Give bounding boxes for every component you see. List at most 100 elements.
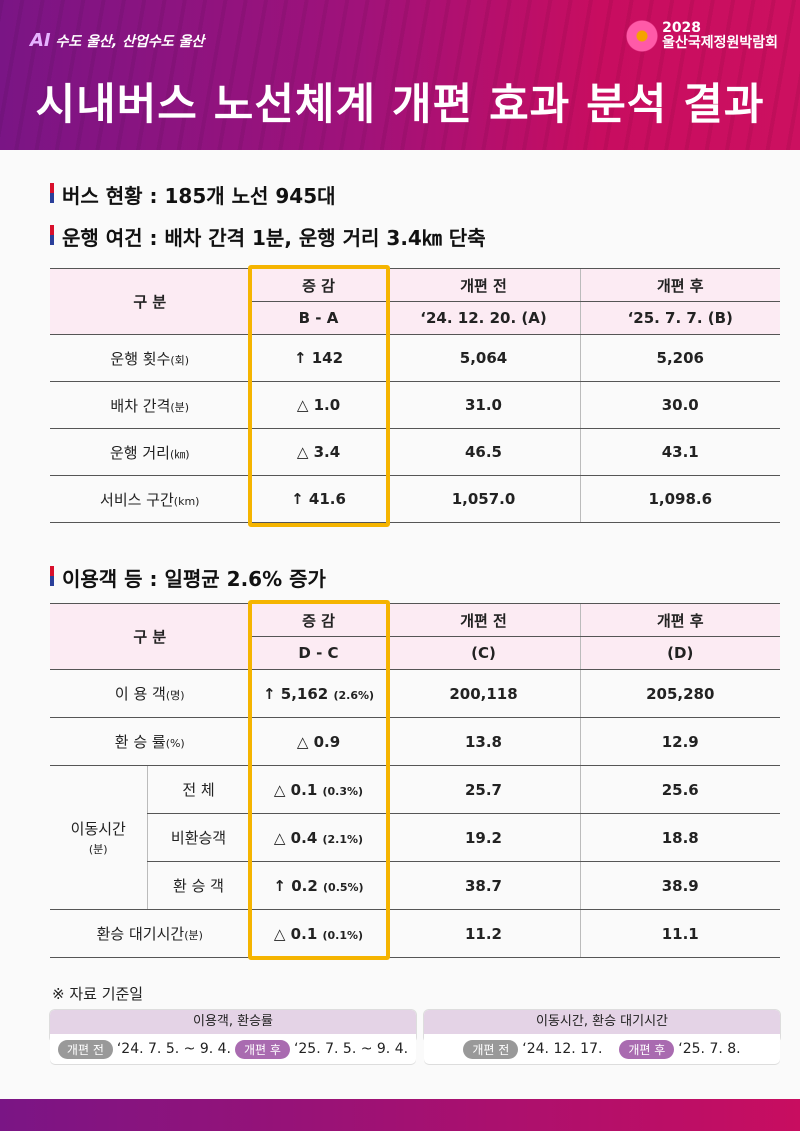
before-cell: 46.5: [386, 428, 580, 476]
table-row: 운행 횟수(회) ↑ 142 5,064 5,206: [50, 334, 780, 382]
after-cell: 43.1: [579, 428, 780, 476]
table-cell: (회): [170, 353, 190, 367]
col-after-sub: (D): [579, 636, 780, 670]
table-cell: 이 용 객(명): [50, 669, 250, 718]
table-cell: ↑ 5,162: [262, 684, 329, 703]
table-cell: 11.2: [386, 909, 580, 958]
table-cell: △ 0.1 (0.1%): [249, 909, 387, 958]
table-cell: (0.3%): [322, 784, 364, 798]
date-box-header: 이동시간, 환승 대기시간: [424, 1010, 780, 1034]
after-date: ‘25. 7. 8.: [678, 1041, 741, 1057]
before-date: ‘24. 7. 5. ~ 9. 4.: [116, 1041, 231, 1057]
date-box-header: 이용객, 환승률: [50, 1010, 416, 1034]
change-cell: ↑ 142: [249, 334, 387, 382]
change-cell: △ 1.0: [249, 381, 387, 429]
table-cell: 19.2: [386, 813, 580, 862]
table-cell: 25.7: [386, 765, 580, 814]
notes-title: ※ 자료 기준일: [52, 985, 144, 1003]
table-row: 환 승 객 ↑ 0.2 (0.5%) 38.7 38.9: [50, 861, 780, 910]
table-cell: 환 승 객: [146, 861, 250, 910]
col-before-sub: ‘24. 12. 20. (A): [386, 301, 580, 335]
col-after: 개편 후: [579, 603, 780, 637]
after-cell: 30.0: [579, 381, 780, 429]
table-cell: (분): [88, 843, 108, 856]
table-cell: 38.7: [386, 861, 580, 910]
table-cell: △ 0.4 (2.1%): [249, 813, 387, 862]
after-cell: 1,098.6: [579, 475, 780, 523]
table-cell: 환승 대기시간: [96, 925, 185, 943]
table-cell: 이동시간: [70, 820, 126, 838]
expo-name: 울산국제정원박람회: [662, 35, 778, 51]
table-cell: 배차 간격(분): [50, 381, 250, 429]
header-banner: AI 수도 울산, 산업수도 울산 2028 울산국제정원박람회 시내버스 노선체…: [0, 0, 800, 150]
before-tag: 개편 전: [57, 1039, 113, 1059]
table-row: 환 승 률(%) △ 0.9 13.8 12.9: [50, 717, 780, 766]
col-before-sub: (C): [386, 636, 580, 670]
col-before: 개편 전: [386, 603, 580, 637]
passenger-heading: 이용객 등 : 일평균 2.6% 증가: [50, 563, 326, 592]
table-cell: (km): [173, 494, 200, 508]
expo-logo: 2028 울산국제정원박람회: [626, 20, 778, 52]
col-label: 구 분: [50, 603, 250, 670]
table-cell: (명): [165, 689, 185, 702]
table-cell: (%): [165, 737, 185, 750]
table-cell: 13.8: [386, 717, 580, 766]
slogan-text: 수도 울산, 산업수도 울산: [55, 34, 205, 50]
before-date: ‘24. 12. 17.: [522, 1041, 603, 1057]
table-cell: 200,118: [386, 669, 580, 718]
flower-icon: [626, 20, 659, 52]
travel-time-group: 이동시간 (분): [50, 765, 147, 910]
table-cell: (㎞): [169, 447, 190, 461]
table-cell: 환 승 률: [114, 733, 166, 751]
table-cell: (0.1%): [322, 928, 364, 942]
table-cell: 운행 거리: [109, 443, 170, 462]
table-row: 운행 거리(㎞) △ 3.4 46.5 43.1: [50, 428, 780, 476]
table-cell: 비환승객: [146, 813, 250, 862]
table-row: 이 용 객(명) ↑ 5,162 (2.6%) 200,118 205,280: [50, 669, 780, 718]
table-cell: 18.8: [579, 813, 780, 862]
col-change-sub: B - A: [249, 301, 387, 335]
table-cell: △ 0.9: [249, 717, 387, 766]
table-cell: 205,280: [579, 669, 780, 718]
table-cell: 배차 간격: [110, 396, 171, 415]
before-cell: 1,057.0: [386, 475, 580, 523]
table-cell: △ 0.1 (0.3%): [249, 765, 387, 814]
table-cell: (2.1%): [322, 832, 364, 846]
table-cell: △ 0.1: [273, 924, 318, 943]
col-label: 구 분: [50, 268, 250, 335]
after-date: ‘25. 7. 5. ~ 9. 4.: [293, 1041, 409, 1057]
table-row: 환승 대기시간(분) △ 0.1 (0.1%) 11.2 11.1: [50, 909, 780, 958]
table-cell: 운행 횟수: [110, 349, 171, 368]
after-tag: 개편 후: [619, 1039, 675, 1059]
table-cell: (0.5%): [323, 880, 364, 894]
table-row: 서비스 구간(km) ↑ 41.6 1,057.0 1,098.6: [50, 475, 780, 523]
before-cell: 31.0: [386, 381, 580, 429]
after-cell: 5,206: [579, 334, 780, 382]
table-cell: △ 0.1: [273, 780, 318, 799]
table-cell: 11.1: [579, 909, 780, 958]
col-before: 개편 전: [386, 268, 580, 302]
table-cell: △ 0.4: [273, 828, 318, 847]
page-title: 시내버스 노선체계 개편 효과 분석 결과: [35, 80, 765, 130]
table-cell: ↑ 0.2 (0.5%): [249, 861, 387, 910]
operation-heading: 운행 여건 : 배차 간격 1분, 운행 거리 3.4㎞ 단축: [50, 222, 486, 251]
table-cell: 25.6: [579, 765, 780, 814]
table-row: 이동시간 (분) 전 체 △ 0.1 (0.3%) 25.7 25.6: [50, 765, 780, 910]
table-cell: (2.6%): [333, 688, 375, 702]
before-tag: 개편 전: [463, 1039, 519, 1059]
change-cell: ↑ 41.6: [249, 475, 387, 523]
expo-year: 2028: [662, 20, 702, 36]
table-cell: 12.9: [579, 717, 780, 766]
bus-status-heading: 버스 현황 : 185개 노선 945대: [50, 180, 336, 209]
table-cell: 38.9: [579, 861, 780, 910]
col-after-sub: ‘25. 7. 7. (B): [579, 301, 780, 335]
table-row: 배차 간격(분) △ 1.0 31.0 30.0: [50, 381, 780, 429]
table-cell: (분): [170, 400, 190, 414]
table-cell: ↑ 5,162 (2.6%): [249, 669, 387, 718]
date-box-passengers: 이용객, 환승률 개편 전 ‘24. 7. 5. ~ 9. 4. 개편 후 ‘25. …: [50, 1010, 416, 1064]
footer-band: [0, 1099, 800, 1131]
table-cell: △ 0.9: [296, 732, 341, 751]
table-cell: 운행 거리(㎞): [50, 428, 250, 476]
col-after: 개편 후: [579, 268, 780, 302]
before-cell: 5,064: [386, 334, 580, 382]
